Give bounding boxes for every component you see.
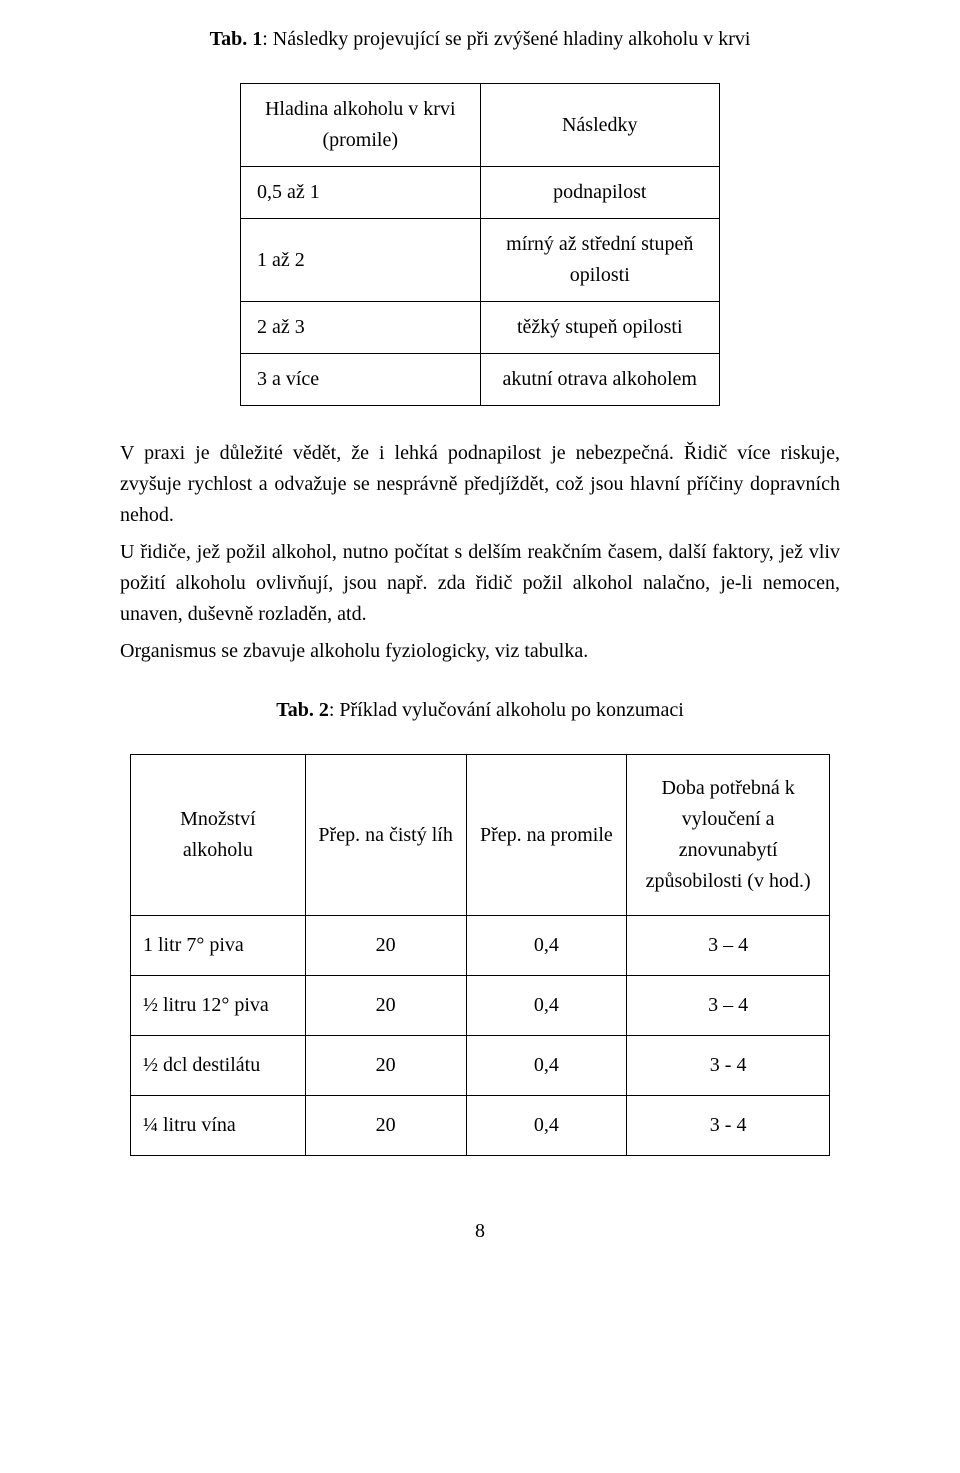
table1-row: 1 až 2 mírný až střední stupeň opilosti [241,219,720,302]
table2-row: ¼ litru vína 20 0,4 3 - 4 [131,1096,830,1156]
table2-caption-bold: Tab. 2 [276,699,329,721]
table2-cell-c2: 20 [305,1096,466,1156]
page-number: 8 [120,1216,840,1247]
table1-caption-rest: : Následky projevující se při zvýšené hl… [262,28,750,50]
table1-cell-left: 2 až 3 [241,302,481,354]
table2-row: ½ dcl destilátu 20 0,4 3 - 4 [131,1036,830,1096]
table2-header-row: Množství alkoholu Přep. na čistý líh Pře… [131,755,830,916]
table1-cell-left: 1 až 2 [241,219,481,302]
table2-cell-c3: 0,4 [466,976,627,1036]
table1-header-left-line1: Hladina alkoholu v krvi [265,98,456,120]
table2-cell-c2: 20 [305,976,466,1036]
table1-header-left-line2: (promile) [322,129,398,151]
table2-cell-c4: 3 – 4 [627,976,830,1036]
table1-row: 2 až 3 těžký stupeň opilosti [241,302,720,354]
table2-cell-c1: ½ dcl destilátu [131,1036,306,1096]
table2-cell-c2: 20 [305,916,466,976]
table2-cell-c1: ½ litru 12° piva [131,976,306,1036]
table1-header-left: Hladina alkoholu v krvi (promile) [241,84,481,167]
table1-cell-left: 3 a více [241,354,481,406]
table2-cell-c1: 1 litr 7° piva [131,916,306,976]
table2-header-col1-line2: alkoholu [183,839,253,861]
table2-caption-rest: : Příklad vylučování alkoholu po konzuma… [329,699,684,721]
table1-header-right: Následky [480,84,720,167]
paragraph-2: U řidiče, jež požil alkohol, nutno počít… [120,537,840,630]
paragraph-1: V praxi je důležité vědět, že i lehká po… [120,438,840,531]
table2-cell-c4: 3 – 4 [627,916,830,976]
table2-row: ½ litru 12° piva 20 0,4 3 – 4 [131,976,830,1036]
table2-header-col2: Přep. na čistý líh [305,755,466,916]
table2-cell-c3: 0,4 [466,916,627,976]
table1-row: 0,5 až 1 podnapilost [241,167,720,219]
table2-cell-c2: 20 [305,1036,466,1096]
table1-cell-left: 0,5 až 1 [241,167,481,219]
table2-cell-c3: 0,4 [466,1036,627,1096]
table2-caption: Tab. 2: Příklad vylučování alkoholu po k… [120,695,840,726]
table1-cell-right: těžký stupeň opilosti [480,302,720,354]
table2-header-col3: Přep. na promile [466,755,627,916]
table2-cell-c4: 3 - 4 [627,1036,830,1096]
table1-cell-right: podnapilost [480,167,720,219]
table1-cell-right: mírný až střední stupeň opilosti [480,219,720,302]
table1: Hladina alkoholu v krvi (promile) Násled… [240,83,720,406]
table1-caption-bold: Tab. 1 [210,28,263,50]
table2-cell-c3: 0,4 [466,1096,627,1156]
table1-caption: Tab. 1: Následky projevující se při zvýš… [120,24,840,55]
table2-header-col4: Doba potřebná k vyloučení a znovunabytí … [627,755,830,916]
table2-header-col1-line1: Množství [180,808,256,830]
table1-row: 3 a více akutní otrava alkoholem [241,354,720,406]
table2-row: 1 litr 7° piva 20 0,4 3 – 4 [131,916,830,976]
table2-header-col1: Množství alkoholu [131,755,306,916]
table1-cell-right: akutní otrava alkoholem [480,354,720,406]
table2: Množství alkoholu Přep. na čistý líh Pře… [130,754,830,1156]
table2-cell-c4: 3 - 4 [627,1096,830,1156]
table2-cell-c1: ¼ litru vína [131,1096,306,1156]
paragraph-3: Organismus se zbavuje alkoholu fyziologi… [120,636,840,667]
